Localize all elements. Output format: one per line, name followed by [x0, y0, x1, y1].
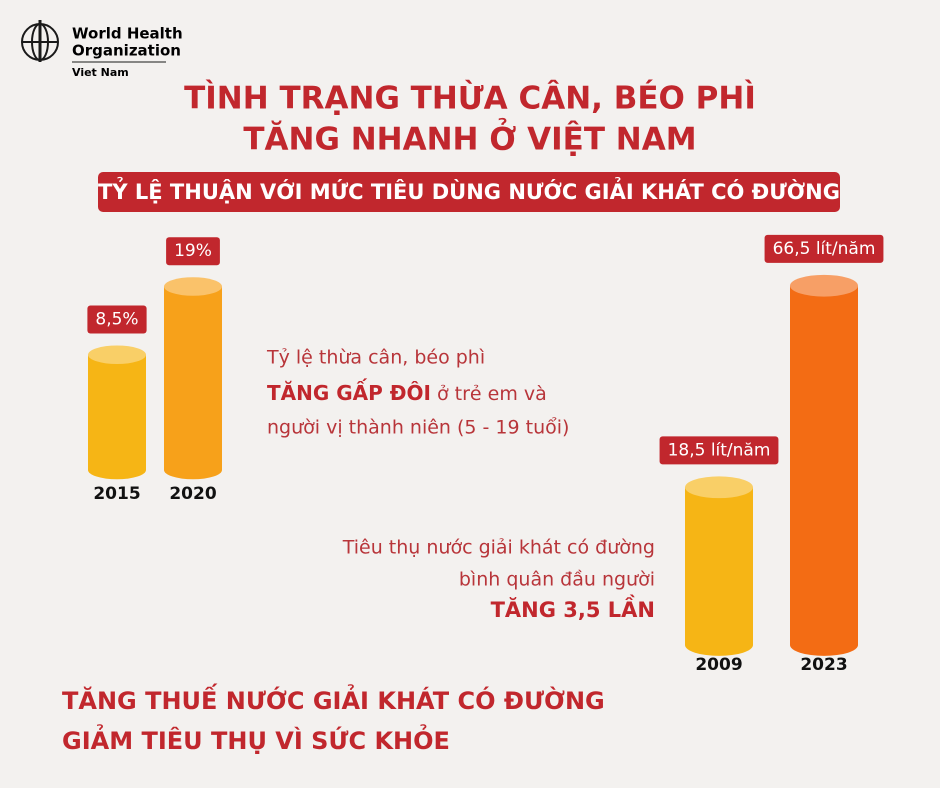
value-label: 8,5%: [95, 309, 138, 329]
category-label: 2023: [800, 655, 847, 675]
category-label: 2020: [169, 484, 216, 504]
caption-line: bình quân đầu người: [459, 569, 655, 591]
value-label-box: [87, 305, 147, 334]
country: Viet Nam: [72, 66, 129, 79]
bar: [685, 487, 753, 645]
org-name: World Health: [72, 25, 183, 43]
subtitle-banner: [98, 172, 840, 212]
caption-emphasis: TĂNG 3,5 LẦN: [491, 594, 655, 622]
footer: TĂNG THUẾ NƯỚC GIẢI KHÁT CÓ ĐƯỜNG: [62, 682, 605, 715]
caption-line: người vị thành niên (5 - 19 tuổi): [267, 417, 569, 439]
value-label: 19%: [174, 241, 212, 261]
cylinder-top: [790, 274, 858, 297]
bar: [790, 285, 858, 645]
caption: Tỷ lệ thừa cân, béo phì TĂNG GẤP ĐÔI ở t…: [266, 347, 569, 439]
caption-text: ở trẻ em và: [431, 383, 547, 405]
title: TĂNG NHANH Ở VIỆT NAM: [243, 118, 696, 158]
bar: [88, 354, 146, 470]
value-label: 66,5 lít/năm: [773, 239, 876, 259]
category-label: 2015: [93, 484, 140, 504]
who-logo: [21, 20, 59, 62]
org-name: Organization: [72, 42, 181, 60]
footer: GIẢM TIÊU THỤ VÌ SỨC KHỎE: [62, 722, 450, 755]
caption-line: TĂNG GẤP ĐÔI ở trẻ em và: [267, 379, 547, 405]
cylinder-top: [164, 277, 222, 296]
subtitle: TỶ LỆ THUẬN VỚI MỨC TIÊU DÙNG NƯỚC GIẢI …: [98, 177, 840, 204]
caption-line: Tiêu thụ nước giải khát có đường: [342, 537, 655, 559]
cylinder-top: [685, 476, 753, 499]
caption-line: Tỷ lệ thừa cân, béo phì: [266, 347, 485, 369]
caption: Tiêu thụ nước giải khát có đường bình qu…: [342, 537, 655, 623]
bar: [164, 286, 222, 470]
category-label: 2009: [695, 655, 742, 675]
value-label: 18,5 lít/năm: [668, 440, 771, 460]
value-label-box: [659, 436, 779, 465]
caption-emphasis: TĂNG GẤP ĐÔI: [267, 379, 431, 405]
value-label-box: [166, 237, 220, 266]
value-label-box: [764, 234, 884, 263]
title: TÌNH TRẠNG THỪA CÂN, BÉO PHÌ: [184, 80, 756, 117]
cylinder-top: [88, 345, 146, 365]
